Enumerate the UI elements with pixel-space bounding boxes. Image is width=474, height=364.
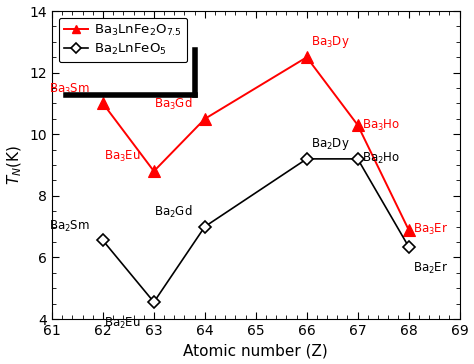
Text: Ba$_2$Sm: Ba$_2$Sm (49, 219, 90, 234)
Text: Ba$_3$Ho: Ba$_3$Ho (362, 118, 400, 132)
Text: Ba$_2$Ho: Ba$_2$Ho (362, 151, 400, 166)
Legend: Ba$_3$LnFe$_2$O$_{7.5}$, Ba$_2$LnFeO$_5$: Ba$_3$LnFe$_2$O$_{7.5}$, Ba$_2$LnFeO$_5$ (59, 17, 187, 62)
Text: Ba$_3$Sm: Ba$_3$Sm (49, 82, 90, 97)
X-axis label: Atomic number (Z): Atomic number (Z) (183, 344, 328, 359)
Text: Ba$_3$Eu: Ba$_3$Eu (104, 149, 141, 165)
Text: Ba$_2$Gd: Ba$_2$Gd (154, 204, 192, 220)
Text: Ba$_3$Dy: Ba$_3$Dy (311, 35, 349, 51)
Text: Ba$_2$Eu: Ba$_2$Eu (104, 316, 141, 331)
Text: Ba$_3$Er: Ba$_3$Er (413, 222, 448, 237)
Text: Ba$_2$Dy: Ba$_2$Dy (311, 136, 349, 152)
Text: Ba$_3$Gd: Ba$_3$Gd (154, 96, 192, 112)
Y-axis label: $T_N$(K): $T_N$(K) (6, 145, 24, 185)
Text: Ba$_2$Er: Ba$_2$Er (413, 261, 448, 276)
